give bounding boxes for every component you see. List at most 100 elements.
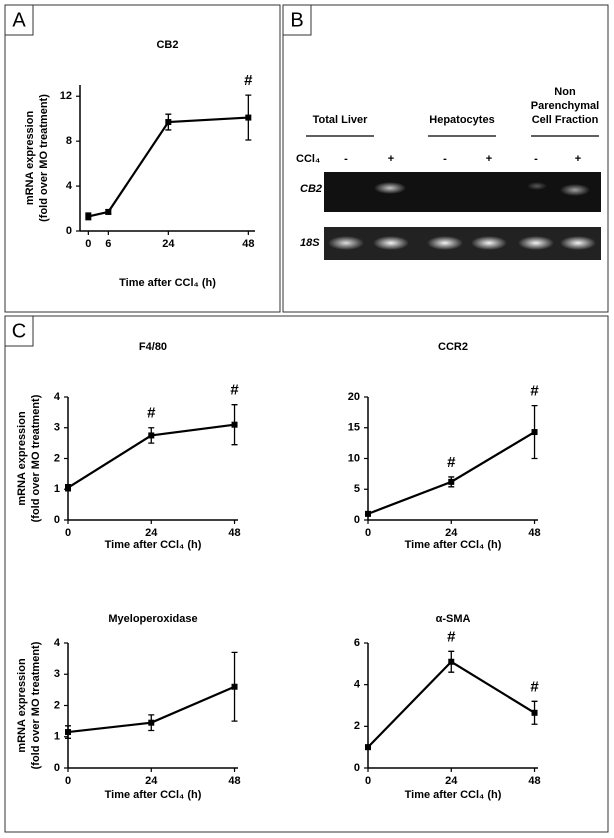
x-tick-label: 0	[65, 775, 71, 787]
x-tick-label: 24	[162, 238, 175, 250]
y-tick-label: 3	[54, 422, 60, 434]
group-label: Cell Fraction	[532, 114, 599, 126]
gel-strip	[324, 172, 601, 212]
x-tick-label: 24	[145, 527, 158, 539]
gel-band	[560, 184, 590, 196]
panel-label-box	[4, 315, 34, 347]
gel-band	[471, 236, 507, 250]
data-point	[85, 213, 92, 220]
data-line	[367, 431, 536, 515]
y-tick-label: 0	[354, 762, 360, 774]
y-tick-label: 0	[54, 514, 60, 526]
y-tick-label: 4	[354, 679, 361, 691]
y-tick-label: 12	[60, 90, 72, 102]
x-tick-label: 48	[228, 527, 240, 539]
y-tick-label: 2	[354, 720, 360, 732]
y-tick-label: 10	[348, 452, 360, 464]
y-tick-label: 0	[354, 514, 360, 526]
y-tick-label: 8	[66, 135, 72, 147]
y-tick-label: 0	[66, 225, 72, 237]
group-label: Non	[554, 86, 576, 98]
panel-frame	[4, 4, 281, 313]
gel-band	[328, 236, 364, 250]
y-tick-label: 5	[354, 483, 360, 495]
x-tick-label: 0	[85, 238, 91, 250]
panel-frame	[282, 4, 609, 313]
significance-mark: #	[147, 405, 156, 422]
y-tick-label: 1	[54, 483, 60, 495]
data-point	[231, 683, 238, 690]
data-point	[231, 421, 238, 428]
gel-band	[518, 236, 554, 250]
significance-mark: #	[244, 72, 253, 89]
y-axis-label: (fold over MO treatment)	[38, 94, 50, 222]
data-point	[531, 709, 538, 716]
y-tick-label: 1	[54, 731, 60, 743]
significance-mark: #	[447, 628, 456, 645]
data-point	[245, 114, 252, 121]
gel-band	[560, 236, 596, 250]
lane-sign: -	[443, 153, 447, 165]
x-tick-label: 48	[228, 775, 240, 787]
panel-label-box	[282, 4, 312, 36]
lane-sign: +	[388, 153, 394, 165]
chart-title: CCR2	[438, 341, 468, 353]
x-axis-label: Time after CCl₄ (h)	[405, 789, 502, 801]
chart-title: α-SMA	[436, 613, 471, 625]
data-point	[65, 484, 71, 491]
data-point	[365, 744, 371, 751]
significance-mark: #	[530, 678, 539, 695]
chart-title: Myeloperoxidase	[108, 613, 197, 625]
panel-label: C	[12, 320, 26, 342]
panel-label-box	[4, 4, 34, 36]
x-tick-label: 48	[528, 775, 540, 787]
lane-sign: +	[575, 153, 581, 165]
data-point	[365, 510, 371, 517]
x-tick-label: 0	[365, 775, 371, 787]
panel-frame	[4, 315, 609, 833]
y-tick-label: 20	[348, 391, 360, 403]
lane-sign: -	[344, 153, 348, 165]
y-axis-label: (fold over MO treatment)	[30, 394, 42, 522]
data-point	[531, 429, 538, 436]
gel-band	[527, 182, 547, 190]
y-axis-label: mRNA expression	[16, 411, 28, 506]
x-axis-label: Time after CCl₄ (h)	[119, 277, 216, 289]
data-point	[448, 478, 455, 485]
lane-sign: -	[534, 153, 538, 165]
x-tick-label: 0	[365, 527, 371, 539]
group-label: Parenchymal	[531, 100, 599, 112]
x-tick-label: 6	[105, 238, 111, 250]
chart-title: F4/80	[139, 341, 167, 353]
x-tick-label: 24	[445, 775, 458, 787]
y-axis-label: (fold over MO treatment)	[30, 641, 42, 769]
x-axis-label: Time after CCl₄ (h)	[105, 789, 202, 801]
data-point	[105, 208, 112, 215]
data-point	[448, 658, 455, 665]
band-label: CB2	[300, 183, 322, 195]
significance-mark: #	[447, 454, 456, 471]
y-tick-label: 4	[54, 391, 61, 403]
group-label: Hepatocytes	[429, 114, 494, 126]
y-tick-label: 4	[66, 180, 73, 192]
group-label: Total Liver	[313, 114, 369, 126]
x-tick-label: 24	[445, 527, 458, 539]
significance-mark: #	[530, 383, 539, 400]
data-point	[165, 119, 172, 126]
x-axis-label: Time after CCl₄ (h)	[405, 539, 502, 551]
chart-title: CB2	[156, 39, 178, 51]
gel-band	[374, 182, 406, 194]
x-tick-label: 24	[145, 775, 158, 787]
y-tick-label: 4	[54, 637, 61, 649]
data-point	[148, 719, 155, 726]
y-tick-label: 2	[54, 452, 60, 464]
lane-sign: +	[486, 153, 492, 165]
x-axis-label: Time after CCl₄ (h)	[105, 539, 202, 551]
y-tick-label: 0	[54, 762, 60, 774]
gel-band	[427, 236, 463, 250]
y-tick-label: 3	[54, 668, 60, 680]
significance-mark: #	[230, 382, 239, 399]
panel-label: A	[12, 9, 26, 31]
data-line	[367, 660, 536, 748]
